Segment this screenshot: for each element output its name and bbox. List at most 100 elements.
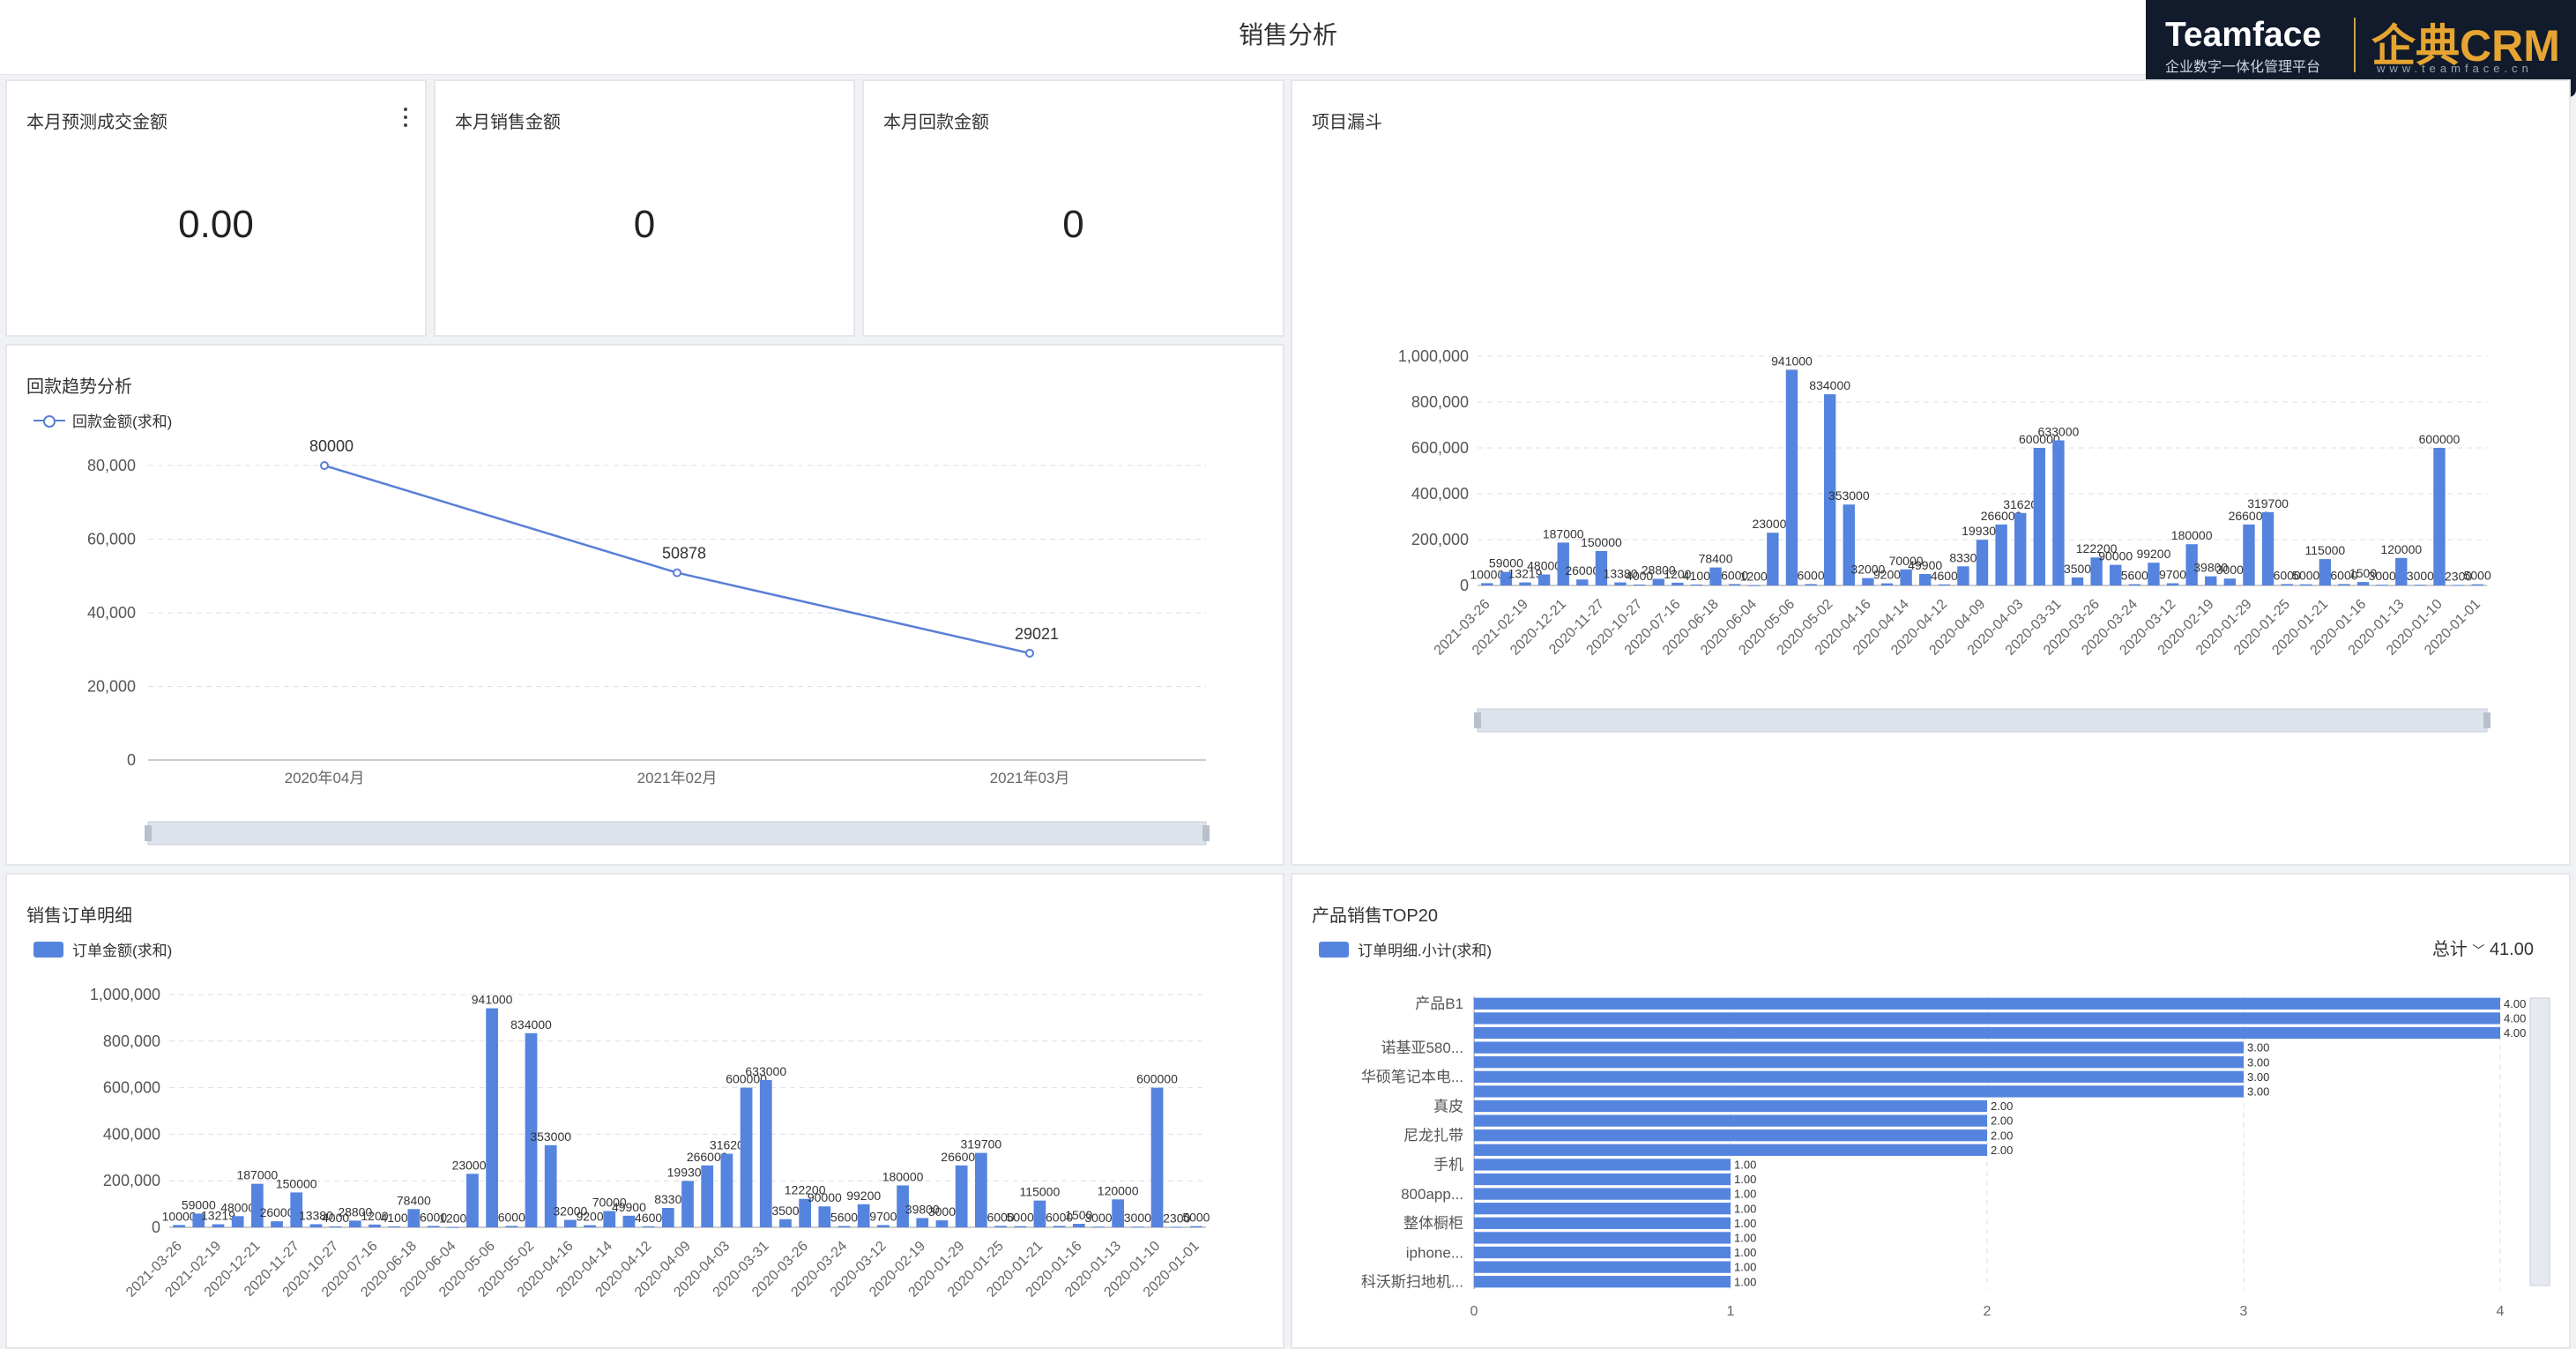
logo-cn-name: 企典CRM	[2371, 21, 2560, 71]
data-label: 26000	[1565, 563, 1599, 578]
bar	[1576, 579, 1589, 585]
data-label: 199300	[1962, 524, 2003, 538]
bar	[1957, 566, 1969, 585]
bar	[544, 1144, 557, 1227]
bar	[1474, 1246, 1731, 1259]
data-label: 1.00	[1734, 1246, 1756, 1259]
data-label: 28800	[338, 1204, 372, 1219]
data-label: 3500	[2064, 562, 2091, 576]
data-label: 9700	[869, 1209, 897, 1223]
bar	[1092, 1226, 1105, 1228]
data-label: 99200	[846, 1189, 881, 1203]
data-label: 120000	[2380, 542, 2422, 556]
data-label: 90000	[808, 1190, 842, 1204]
bar	[916, 1218, 929, 1227]
bar	[720, 1153, 733, 1227]
data-label: 266000	[1981, 509, 2022, 523]
kpi-value: 0	[633, 203, 656, 246]
bar	[505, 1226, 518, 1227]
data-point	[320, 461, 329, 470]
bar	[563, 1219, 577, 1227]
bar	[1557, 542, 1569, 585]
y-tick-label: 科沃斯扫地机...	[1361, 1274, 1463, 1291]
bar	[1474, 1203, 1731, 1215]
bar	[1474, 1056, 2244, 1069]
bar	[1474, 1085, 2244, 1098]
data-label: 4.00	[2504, 997, 2526, 1010]
bar	[1474, 1129, 1987, 1142]
data-label: 1.00	[1734, 1173, 1756, 1186]
bar	[446, 1226, 459, 1228]
bar	[1474, 1041, 2244, 1054]
bar	[1150, 1087, 1164, 1227]
data-label: 941000	[472, 993, 513, 1007]
bar	[1823, 394, 1836, 585]
data-label: 3.00	[2247, 1041, 2269, 1055]
data-label: 4600	[635, 1211, 662, 1225]
data-label: 3000	[2369, 569, 2396, 583]
data-label: 9200	[576, 1210, 603, 1224]
chart-legend[interactable]: 订单明细.小计(求和)	[1319, 938, 1492, 960]
legend-line-marker	[34, 413, 65, 429]
bar	[799, 1198, 812, 1227]
data-label: 4100	[1683, 569, 1710, 583]
data-label: 10000	[162, 1209, 197, 1223]
data-label: 834000	[510, 1017, 552, 1032]
data-label: 187000	[236, 1168, 278, 1182]
bar	[1474, 1188, 1731, 1200]
legend-label: 订单明细.小计(求和)	[1358, 943, 1493, 959]
bar	[1474, 1217, 1731, 1229]
data-label: 28800	[1642, 563, 1676, 578]
bar	[1728, 584, 1741, 585]
data-label: 1500	[1065, 1208, 1092, 1222]
card-title: 销售订单明细	[26, 906, 132, 926]
bar	[701, 1165, 714, 1227]
data-label: 4600	[1931, 569, 1958, 583]
bar	[818, 1206, 831, 1227]
bar	[2261, 511, 2274, 585]
bar	[1767, 533, 1779, 585]
bar	[603, 1211, 616, 1227]
data-point	[673, 568, 681, 578]
bar	[1709, 567, 1722, 585]
data-label: 2.00	[1991, 1114, 2013, 1128]
data-label: 199300	[667, 1165, 709, 1179]
bar	[935, 1220, 949, 1227]
data-label: 70000	[1889, 554, 1924, 568]
x-tick-label: 2021年02月	[637, 770, 718, 786]
more-options-icon[interactable]	[402, 108, 409, 127]
data-label: 180000	[882, 1169, 924, 1183]
chart-legend[interactable]: 回款金额(求和)	[34, 409, 172, 431]
data-label: 4.00	[2504, 1012, 2526, 1025]
data-label: 633000	[2038, 424, 2080, 438]
data-label: 39800	[2193, 561, 2228, 575]
legend-label: 回款金额(求和)	[72, 414, 173, 430]
data-label: 3.00	[2247, 1085, 2269, 1099]
y-tick-label: 20,000	[87, 678, 136, 696]
data-label: 319700	[2247, 496, 2289, 511]
data-label: 50878	[662, 545, 706, 563]
total-summary[interactable]: 总计 ﹀ 41.00	[2432, 935, 2534, 960]
data-label: 31620	[710, 1138, 744, 1152]
bar	[1537, 574, 1551, 585]
bar	[1843, 504, 1855, 585]
bar	[681, 1181, 694, 1227]
bar	[427, 1226, 440, 1227]
total-label: 总计	[2431, 940, 2468, 959]
data-label: 2300	[2445, 569, 2472, 583]
data-label: 122200	[2076, 541, 2118, 555]
chart-legend[interactable]: 订单金额(求和)	[34, 938, 172, 960]
bar	[1474, 1276, 1731, 1288]
data-label: 5000	[1007, 1211, 1034, 1225]
bar	[2071, 577, 2084, 585]
data-label: 6000	[986, 1210, 1014, 1224]
bar	[1900, 569, 1912, 585]
x-tick-label: 1	[1727, 1304, 1735, 1319]
y-tick-label: 200,000	[103, 1172, 160, 1189]
bar	[1474, 1012, 2500, 1025]
kpi-value: 0.00	[178, 203, 254, 246]
data-label: 1.00	[1734, 1188, 1756, 1201]
data-label: 8330	[1949, 550, 1977, 564]
data-label: 3500	[771, 1204, 799, 1218]
bar	[2281, 584, 2293, 585]
